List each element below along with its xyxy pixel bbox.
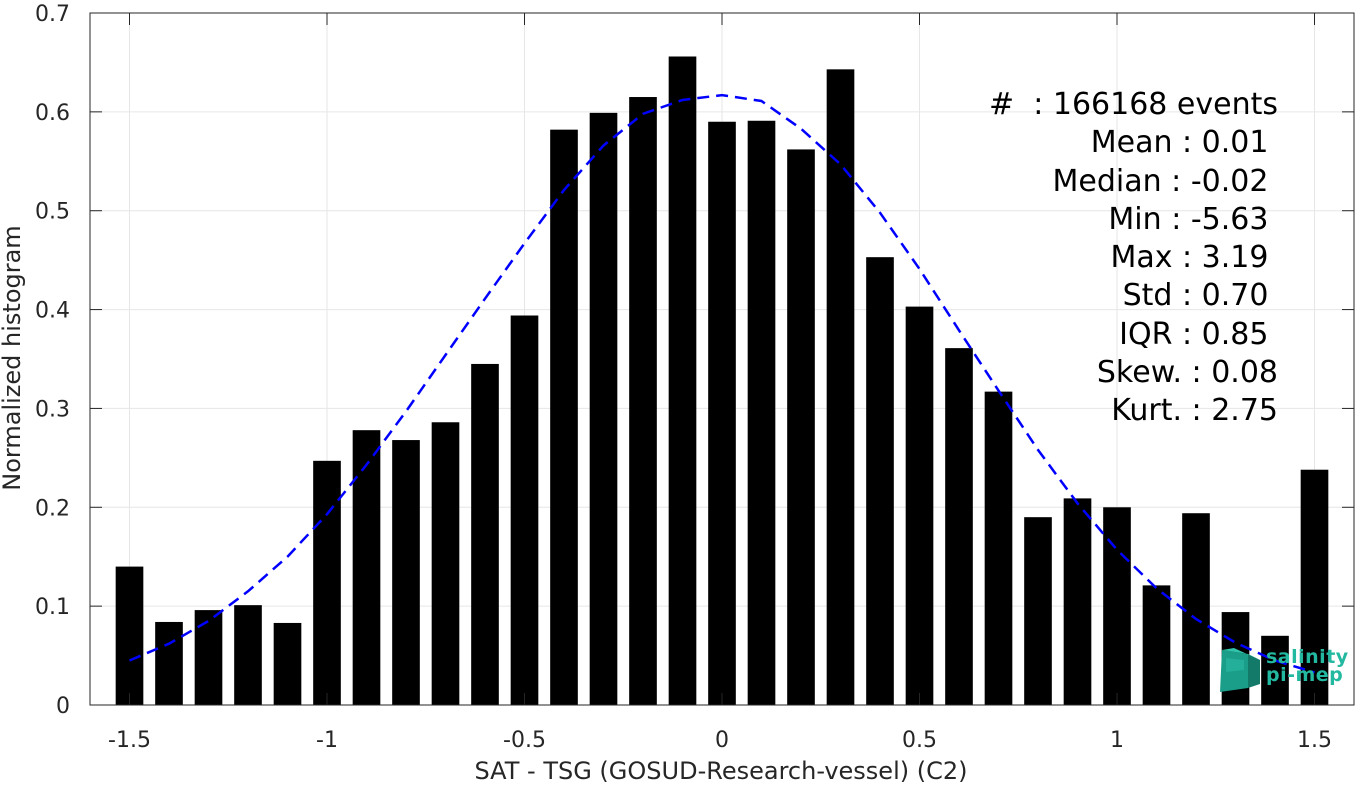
histogram-bar	[787, 149, 815, 705]
histogram-bar	[668, 56, 697, 706]
stats-iqr: IQR : 0.85	[1119, 316, 1278, 352]
histogram-bar	[194, 610, 223, 705]
stats-kurt: Kurt. : 2.75	[1111, 393, 1278, 429]
histogram-bar	[589, 112, 618, 706]
axis-ticks	[90, 12, 1354, 706]
y-tick-label: 0.1	[35, 595, 70, 620]
histogram-bar	[392, 440, 420, 705]
x-tick-label: 0.5	[902, 728, 937, 753]
histogram-bar	[1024, 517, 1052, 705]
histogram-bar	[1300, 469, 1329, 705]
y-tick-label: 0.4	[35, 299, 70, 324]
y-tick-label: 0.6	[35, 101, 70, 126]
logo-cube-icon	[1220, 648, 1260, 692]
histogram-bar	[234, 605, 262, 705]
x-axis-label: SAT - TSG (GOSUD-Research-vessel) (C2)	[475, 757, 968, 785]
x-tick-label: -1.5	[108, 728, 151, 753]
histogram-bars	[115, 56, 1329, 706]
histogram-bar	[510, 315, 539, 705]
y-tick-label: 0.3	[35, 397, 70, 422]
stats-min: Min : -5.63	[1108, 201, 1278, 237]
salinity-pimep-logo: salinity pi-mep	[1218, 646, 1349, 696]
histogram-bar	[471, 363, 499, 705]
y-tick-labels: 0 0.1 0.2 0.3 0.4 0.5 0.6 0.7	[35, 2, 70, 719]
histogram-bar	[984, 391, 1013, 705]
x-tick-label: 0	[715, 728, 729, 753]
x-tick-label: -1	[316, 728, 338, 753]
histogram-bar	[826, 69, 855, 705]
histogram-bar	[866, 257, 894, 705]
stats-median: Median : -0.02	[1052, 163, 1278, 199]
stats-mean: Mean : 0.01	[1090, 125, 1278, 161]
histogram-bar	[1063, 498, 1092, 705]
histogram-bar	[273, 622, 302, 705]
y-tick-label: 0.2	[35, 496, 70, 521]
histogram-bar	[945, 348, 973, 705]
histogram-bar	[629, 97, 657, 706]
histogram-bar	[1261, 635, 1289, 705]
logo-line1: salinity	[1266, 646, 1349, 668]
stats-skew: Skew. : 0.08	[1096, 355, 1278, 391]
histogram-bar	[115, 566, 144, 705]
stats-events: # : 166168 events	[989, 87, 1278, 122]
y-axis-label: Normalized histogram	[0, 225, 26, 490]
histogram-bar	[1103, 507, 1131, 705]
histogram-bar	[313, 460, 341, 705]
histogram-bar	[155, 621, 183, 705]
histogram-bar	[708, 121, 736, 705]
x-tick-label: 1.5	[1297, 728, 1332, 753]
y-tick-label: 0	[56, 694, 70, 719]
x-tick-labels: -1.5 -1 -0.5 0 0.5 1 1.5	[108, 728, 1332, 753]
histogram-bar	[431, 422, 460, 705]
histogram-bar	[1182, 513, 1210, 705]
normal-fit-curve	[129, 93, 1315, 674]
x-tick-label: -0.5	[503, 728, 546, 753]
statistics-annotation: # : 166168 events Mean : 0.01 Median : -…	[989, 86, 1278, 431]
histogram-bar	[1142, 585, 1171, 705]
histogram-bar	[747, 120, 776, 706]
stats-std: Std : 0.70	[1122, 278, 1278, 314]
y-tick-label: 0.7	[35, 2, 70, 27]
histogram-bar	[352, 430, 381, 705]
histogram-bar	[550, 129, 578, 705]
histogram-bar	[905, 306, 934, 705]
logo-line2: pi-mep	[1266, 664, 1344, 686]
x-tick-label: 1	[1110, 728, 1124, 753]
stats-max: Max : 3.19	[1110, 240, 1278, 276]
y-tick-label: 0.5	[35, 200, 70, 225]
